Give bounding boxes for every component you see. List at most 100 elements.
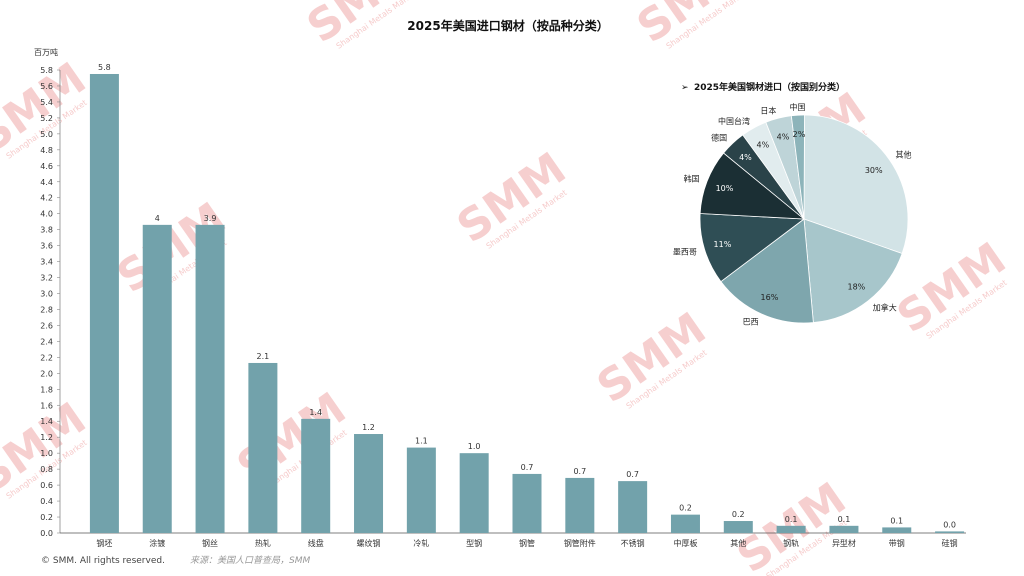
source-note: 来源：美国人口普查局，SMM bbox=[190, 555, 310, 566]
x-tick-label: 异型材 bbox=[832, 538, 856, 548]
y-tick-label: 0.8 bbox=[40, 465, 53, 474]
bar bbox=[882, 527, 912, 533]
chart-title: 2025年美国进口钢材（按品种分类） bbox=[407, 18, 608, 33]
y-tick-label: 4.2 bbox=[40, 194, 53, 203]
bar bbox=[670, 514, 700, 533]
pie-chart: ➢ 2025年美国钢材进口（按国别分类） 30% 其他 18% 加拿大 16% 巴西 11%… bbox=[673, 81, 912, 326]
pie-category-label: 加拿大 bbox=[873, 302, 897, 312]
bar bbox=[142, 224, 172, 533]
bar bbox=[459, 453, 489, 533]
y-tick-label: 2.4 bbox=[40, 337, 53, 346]
bar-value-label: 1.1 bbox=[415, 437, 428, 446]
x-tick-label: 线盘 bbox=[308, 538, 324, 548]
x-tick-label: 涂镀 bbox=[149, 538, 165, 548]
bar-series: 5.8 钢坯 4 涂镀 3.9 钢丝 2.1 热轧 1.4 线盘 1.2 螺纹钢 1.1 冷轧 1.0 型钢 0… bbox=[89, 63, 965, 548]
y-tick-label: 5.4 bbox=[40, 98, 53, 107]
y-tick-label: 3.4 bbox=[40, 258, 53, 267]
pie-category-label: 墨西哥 bbox=[673, 248, 697, 257]
y-tick-label: 4.0 bbox=[40, 210, 53, 219]
pie-percent-label: 4% bbox=[739, 153, 752, 162]
x-tick-label: 中厚板 bbox=[673, 538, 697, 548]
y-tick-label: 0.4 bbox=[40, 497, 53, 506]
bar-chart: 0.0 0.2 0.4 0.6 0.8 1.0 1.2 1.4 1.6 1.8 2.0 2.2 2.4 2… bbox=[40, 63, 966, 548]
x-tick-label: 不锈钢 bbox=[621, 538, 645, 548]
bar-value-label: 0.2 bbox=[732, 510, 745, 519]
bar-value-label: 0.1 bbox=[890, 516, 903, 525]
bar-value-label: 1.0 bbox=[468, 442, 481, 451]
x-tick-label: 钢管附件 bbox=[564, 538, 596, 548]
bar-value-label: 0.1 bbox=[838, 515, 851, 524]
pie-chart-title: 2025年美国钢材进口（按国别分类） bbox=[694, 81, 845, 93]
bar bbox=[565, 477, 595, 533]
bar-value-label: 2.1 bbox=[257, 352, 270, 361]
x-tick-label: 钢管 bbox=[519, 538, 535, 548]
arrow-bullet-icon: ➢ bbox=[681, 83, 689, 93]
pie-category-label: 中国 bbox=[789, 102, 805, 112]
bar-value-label: 3.9 bbox=[204, 214, 217, 223]
pie-category-label: 其他 bbox=[896, 149, 912, 159]
pie-slice bbox=[803, 218, 903, 324]
x-tick-label: 其他 bbox=[730, 538, 746, 548]
y-tick-label: 1.2 bbox=[40, 433, 53, 442]
pie-percent-label: 2% bbox=[793, 130, 806, 139]
pie-percent-label: 18% bbox=[847, 282, 865, 291]
y-tick-label: 3.6 bbox=[40, 242, 53, 251]
y-tick-label: 0.6 bbox=[40, 481, 53, 490]
bar bbox=[512, 473, 542, 533]
pie-slice bbox=[790, 114, 805, 220]
y-tick-label: 5.6 bbox=[40, 82, 53, 91]
y-tick-label: 2.6 bbox=[40, 321, 53, 330]
y-tick-label: 0.2 bbox=[40, 513, 53, 522]
bar bbox=[89, 73, 119, 533]
y-tick-label: 5.2 bbox=[40, 114, 53, 123]
pie-percent-label: 30% bbox=[865, 166, 883, 175]
bar bbox=[301, 418, 331, 533]
x-tick-label: 型钢 bbox=[466, 538, 482, 548]
pie-slices: 30% 其他 18% 加拿大 16% 巴西 11% 墨西哥 10% 韩国 4% 德国 4% 中国台湾 4% 日… bbox=[673, 102, 912, 326]
y-tick-label: 0.0 bbox=[40, 529, 53, 538]
y-tick-label: 2.8 bbox=[40, 305, 53, 314]
x-tick-label: 钢坯 bbox=[96, 538, 112, 548]
pie-percent-label: 11% bbox=[714, 240, 732, 249]
y-tick-label: 1.6 bbox=[40, 401, 53, 410]
pie-category-label: 日本 bbox=[760, 105, 776, 115]
bar bbox=[618, 481, 648, 533]
pie-category-label: 韩国 bbox=[684, 174, 700, 184]
bar bbox=[195, 224, 225, 533]
y-axis-ticks: 0.0 0.2 0.4 0.6 0.8 1.0 1.2 1.4 1.6 1.8 2.0 2.2 2.4 2… bbox=[40, 66, 60, 538]
bar-value-label: 1.4 bbox=[309, 408, 322, 417]
y-tick-label: 3.2 bbox=[40, 274, 53, 283]
y-tick-label: 1.4 bbox=[40, 417, 53, 426]
bar-value-label: 0.0 bbox=[943, 520, 956, 529]
bar bbox=[406, 447, 436, 533]
bar-value-label: 0.7 bbox=[521, 463, 534, 472]
bar-value-label: 5.8 bbox=[98, 63, 111, 72]
y-tick-label: 3.0 bbox=[40, 290, 53, 299]
pie-category-label: 中国台湾 bbox=[718, 116, 750, 126]
bar bbox=[354, 434, 384, 533]
y-tick-label: 5.8 bbox=[40, 66, 53, 75]
x-tick-label: 螺纹钢 bbox=[357, 538, 381, 548]
y-tick-label: 2.0 bbox=[40, 369, 53, 378]
y-tick-label: 4.6 bbox=[40, 162, 53, 171]
x-tick-label: 带钢 bbox=[889, 538, 905, 548]
bar-value-label: 0.7 bbox=[573, 467, 586, 476]
copyright-text: © SMM. All rights reserved. bbox=[41, 556, 165, 566]
y-tick-label: 4.8 bbox=[40, 146, 53, 155]
pie-percent-label: 4% bbox=[757, 140, 770, 149]
y-axis-unit-label: 百万吨 bbox=[34, 47, 58, 57]
pie-category-label: 德国 bbox=[711, 133, 727, 143]
x-tick-label: 热轧 bbox=[255, 538, 271, 548]
x-tick-label: 冷轧 bbox=[413, 538, 429, 548]
pie-slice bbox=[803, 114, 909, 255]
pie-percent-label: 16% bbox=[761, 293, 779, 302]
x-tick-label: 钢丝 bbox=[202, 538, 218, 548]
y-tick-label: 1.8 bbox=[40, 385, 53, 394]
pie-category-label: 巴西 bbox=[743, 317, 759, 326]
bar-value-label: 0.2 bbox=[679, 504, 692, 513]
